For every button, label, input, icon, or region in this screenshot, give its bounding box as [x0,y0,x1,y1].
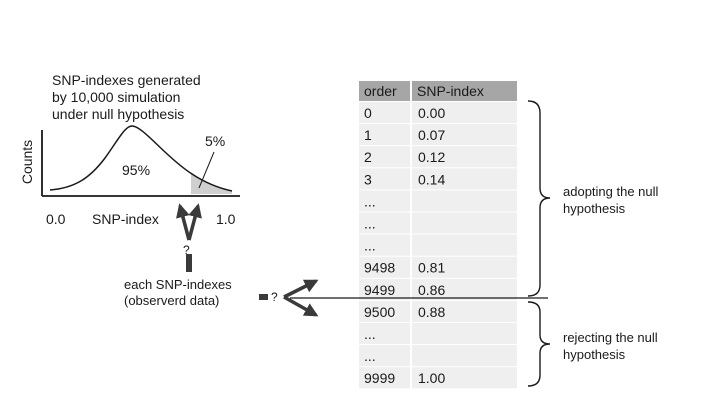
horizontal-arrow-stem [259,294,268,300]
table-cell: 1.00 [418,370,445,386]
table-row [359,102,517,124]
table-cell: ... [364,193,376,209]
observed-caption-line-2: (observerd data) [124,293,219,308]
table-row [359,300,517,322]
table-row [359,146,517,168]
table-cell: 2 [364,149,372,165]
table-cell: ... [364,326,376,342]
distribution-curve [49,125,233,192]
table-row [359,212,517,234]
table-row [359,323,517,345]
arrow-to-upper-rows [283,279,319,299]
table-row [359,190,517,212]
vertical-arrow-stem [186,254,192,272]
table-cell: 0.00 [418,105,445,121]
table-row [359,278,517,300]
snp-index-table: order SNP-index 0 0.00 1 0.07 2 0.12 3 0.14......… [359,81,517,389]
y-axis-label: Counts [19,140,35,184]
horizontal-question-mark: ? [271,290,278,304]
table-cell: ... [364,348,376,364]
rejection-tail-area [191,172,232,194]
tail-pointer-line [198,151,215,189]
vertical-question-mark: ? [183,243,190,257]
x-axis-label: SNP-index [92,211,159,227]
lower-bracket-label-line-1: rejecting the null [563,330,658,345]
table-cell: 0.81 [418,260,445,276]
lower-bracket [527,301,551,387]
observed-caption-line-1: each SNP-indexes [124,277,232,292]
arrow-to-lower-values [176,203,191,241]
table-cell: 9499 [364,282,395,298]
table-row [359,367,517,389]
table-cell: ... [364,216,376,232]
table-cell: ... [364,238,376,254]
table-cell: 0 [364,105,372,121]
simulation-caption-line-2: by 10,000 simulation [52,89,180,105]
table-header-background [359,81,517,101]
simulation-caption-line-1: SNP-indexes generated [52,72,201,88]
arrow-to-lower-rows [283,295,319,317]
x-max-label: 1.0 [216,211,236,227]
upper-bracket [527,100,551,297]
table-header-cell: SNP-index [417,83,484,99]
table-cell: 0.12 [418,149,445,165]
lower-bracket-label-line-2: hypothesis [563,347,626,362]
central-area-label: 95% [122,162,150,178]
simulation-caption-line-3: under null hypothesis [52,106,184,122]
table-row [359,168,517,190]
table-cell: 3 [364,171,372,187]
tail-area-label: 5% [205,133,225,149]
x-min-label: 0.0 [46,211,66,227]
table-row [359,256,517,278]
upper-bracket-label-line-2: hypothesis [563,201,626,216]
arrow-to-upper-tail [187,203,202,241]
table-cell: 0.86 [418,282,445,298]
table-cell: 9999 [364,370,395,386]
table-row [359,124,517,146]
table-cell: 0.88 [418,304,445,320]
table-header-cell: order [364,83,397,99]
table-cell: 9498 [364,260,395,276]
table-row [359,345,517,367]
upper-bracket-label-line-1: adopting the null [563,184,659,199]
table-cell: 0.14 [418,171,445,187]
table-cell: 1 [364,127,372,143]
table-row [359,234,517,256]
table-cell: 0.07 [418,127,445,143]
table-cell: 9500 [364,304,395,320]
